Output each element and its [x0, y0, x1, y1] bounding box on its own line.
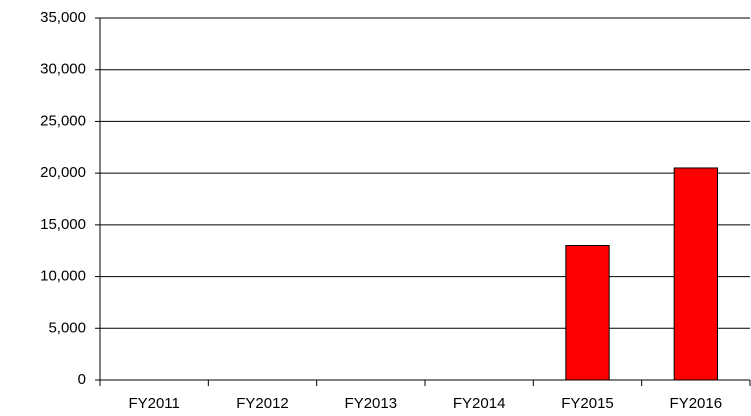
x-tick-label: FY2013	[345, 395, 398, 412]
x-tick-label: FY2012	[236, 395, 289, 412]
x-tick-label: FY2016	[670, 395, 723, 412]
y-tick-label: 5,000	[48, 319, 86, 336]
x-tick-label: FY2011	[128, 395, 179, 412]
y-tick-label: 30,000	[40, 61, 86, 78]
y-tick-label: 20,000	[40, 164, 86, 181]
x-tick-label: FY2014	[453, 395, 506, 412]
y-tick-label: 0	[78, 371, 86, 388]
x-tick-label: FY2015	[561, 395, 614, 412]
y-tick-label: 35,000	[40, 9, 86, 26]
y-tick-label: 15,000	[40, 216, 86, 233]
bar	[565, 245, 610, 381]
bar	[673, 167, 719, 381]
y-tick-label: 10,000	[40, 268, 86, 285]
y-tick-label: 25,000	[40, 112, 86, 129]
